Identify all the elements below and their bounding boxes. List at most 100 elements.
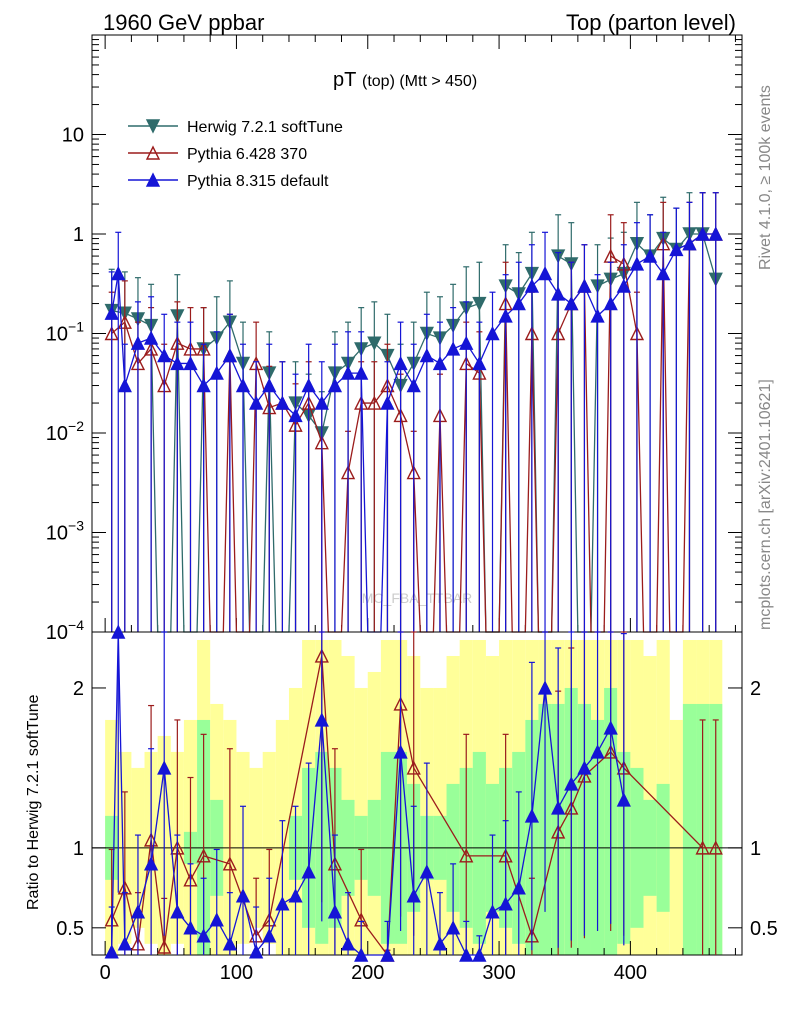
data-point [445, 341, 461, 356]
data-point [577, 278, 592, 293]
x-tick-label: 400 [614, 962, 647, 984]
data-point [314, 395, 329, 410]
ratio-point [432, 936, 448, 951]
data-point [209, 365, 224, 380]
ratio-point [511, 880, 526, 895]
ratio-point [262, 928, 277, 943]
x-tick-label: 100 [220, 962, 253, 984]
ratio-band-inner [682, 703, 697, 955]
data-point [590, 308, 605, 323]
ratio-ylabel: Ratio to Herwig 7.2.1 softTune [25, 694, 42, 910]
ratio-point [419, 864, 434, 879]
data-point [235, 377, 251, 393]
ratio-frame [91, 631, 743, 956]
y-tick-label: 10−3 [46, 518, 84, 545]
data-point [367, 395, 382, 410]
ratio-panel: 0 100 200 300 400 2 2 1 1 0.5 0.5 [56, 624, 778, 984]
ratio-y-tick-label: 1 [73, 838, 84, 860]
ratio-point [406, 888, 421, 903]
ratio-y-tick-label: 0.5 [56, 918, 84, 940]
data-point [327, 377, 343, 393]
main-panel: 10 1 10−1 10−2 10−3 10−4 [46, 34, 743, 644]
ratio-point [314, 712, 329, 727]
ratio-point [111, 624, 126, 639]
mcplots-label: mcplots.cern.ch [arXiv:2401.10621] [757, 379, 774, 630]
ratio-point [327, 904, 343, 919]
ratio-line [111, 655, 716, 957]
x-tick-label: 0 [100, 962, 111, 984]
x-tick-label: 300 [482, 962, 515, 984]
data-point [117, 314, 132, 329]
legend-item: Pythia 6.428 370 [128, 145, 307, 163]
y-tick-label: 10−1 [46, 319, 84, 346]
data-point [642, 248, 658, 263]
data-point [695, 226, 710, 241]
ratio-point [380, 947, 395, 962]
ratio-point [524, 808, 540, 823]
ratio-point [143, 856, 159, 871]
data-point [669, 241, 684, 257]
legend: Herwig 7.2.1 softTune Pythia 6.428 370 Pyt… [128, 119, 343, 190]
ratio-point [498, 896, 513, 911]
data-point [367, 336, 382, 351]
ratio-point [708, 840, 723, 855]
data-point [262, 377, 277, 393]
data-point [104, 305, 119, 320]
series-2 [104, 192, 723, 633]
ratio-point [551, 800, 566, 815]
ratio-point [222, 936, 238, 951]
data-point [537, 266, 553, 281]
ratio-point [459, 848, 474, 863]
ratio-series-1 [104, 624, 631, 962]
watermark: MC_FBA_TTBAR [362, 590, 472, 606]
data-point [354, 365, 369, 380]
data-point [629, 256, 645, 271]
data-point [603, 295, 618, 311]
ratio-point [275, 896, 290, 911]
data-point [551, 286, 566, 301]
data-point [682, 236, 697, 251]
data-point [249, 395, 264, 410]
data-point [340, 365, 356, 380]
plot-subtitle: (top) (Mtt > 450) [362, 73, 477, 90]
ratio-point [537, 680, 553, 695]
data-point [564, 295, 579, 311]
ratio-point [616, 792, 631, 807]
data-point [301, 377, 316, 393]
series-line [111, 233, 716, 633]
data-point [393, 355, 408, 371]
legend-marker [145, 172, 161, 187]
x-tick-label: 200 [351, 962, 384, 984]
header-process-label: Top (parton level) [566, 10, 736, 35]
y-tick-label: 1 [73, 224, 84, 246]
ratio-point [393, 744, 408, 759]
data-point [472, 355, 487, 371]
legend-label: Herwig 7.2.1 softTune [187, 119, 343, 136]
data-point [288, 407, 303, 423]
ratio-y-tick-label: 2 [73, 678, 84, 700]
legend-marker [145, 145, 161, 160]
ratio-point [577, 760, 592, 775]
data-point [419, 348, 434, 363]
ratio-y-tick-label: 2 [750, 678, 761, 700]
ratio-point [354, 947, 369, 962]
rivet-label: Rivet 4.1.0, ≥ 100k events [757, 85, 774, 270]
header-energy-label: 1960 GeV ppbar [103, 10, 264, 35]
ratio-point [157, 760, 172, 775]
legend-item: Herwig 7.2.1 softTune [128, 119, 343, 136]
legend-label: Pythia 8.315 default [187, 173, 329, 190]
ratio-point [301, 864, 316, 879]
data-point [111, 266, 126, 281]
data-point [459, 335, 474, 350]
data-point [485, 325, 500, 341]
ratio-point [209, 912, 224, 927]
data-point [472, 296, 487, 312]
ratio-point [590, 744, 605, 759]
ratio-point [564, 776, 579, 791]
ratio-point [288, 888, 303, 903]
ratio-point [196, 928, 211, 943]
data-point [222, 348, 238, 363]
ratio-point [340, 936, 356, 951]
ratio-point [406, 760, 421, 775]
